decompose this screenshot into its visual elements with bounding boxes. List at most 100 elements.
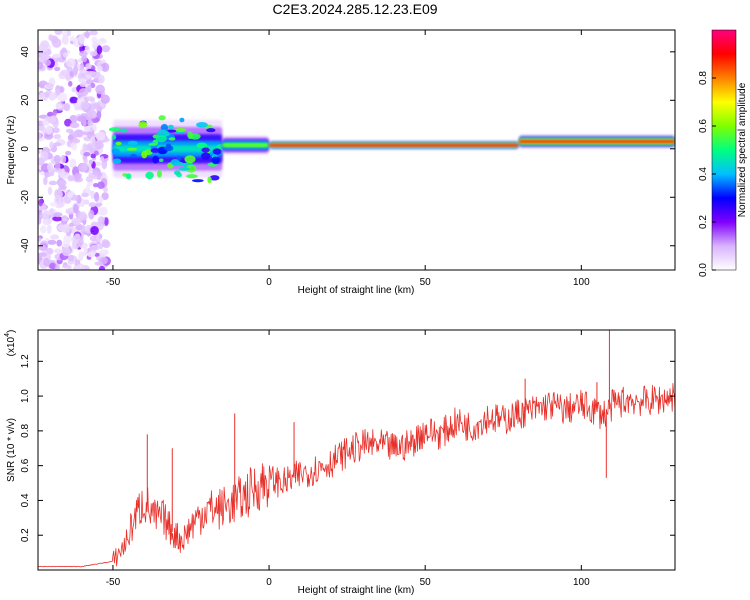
spectral-blob [127, 140, 138, 146]
noise-blob [76, 263, 85, 270]
noise-blob [67, 134, 74, 140]
noise-blob [85, 176, 94, 183]
noise-blob [83, 126, 91, 133]
noise-blob [96, 65, 103, 72]
noise-blob [96, 110, 102, 119]
noise-blob [101, 45, 111, 53]
noise-blob [61, 215, 68, 222]
noise-blob [94, 141, 104, 150]
noise-blob [66, 30, 71, 37]
noise-blob [74, 172, 81, 181]
noise-blob [46, 247, 54, 255]
spectrogram-image [38, 30, 675, 270]
spectrogram-x-axis-label: Height of straight line (km) [298, 285, 415, 296]
noise-blob [43, 219, 48, 226]
noise-blob [77, 74, 83, 79]
y-tick-label: -20 [20, 190, 31, 205]
noise-blob [60, 171, 71, 179]
noise-blob [78, 211, 87, 221]
noise-blob [85, 63, 93, 69]
noise-blob [61, 35, 69, 45]
noise-blob [80, 224, 86, 234]
noise-blob [47, 186, 53, 195]
noise-blob [66, 58, 76, 68]
spectral-blob [145, 171, 154, 180]
snr-multiplier-base: (x10 [6, 336, 17, 356]
noise-blob [54, 162, 61, 171]
spectral-blob [138, 121, 148, 129]
noise-blob [85, 79, 94, 85]
noise-blob [53, 154, 61, 164]
noise-blob [72, 138, 81, 144]
noise-blob [101, 62, 110, 73]
noise-blob [87, 70, 96, 76]
noise-blob [60, 69, 70, 76]
spectral-blob [196, 142, 208, 149]
spectral-blob [111, 148, 120, 155]
colorbar-tick-label: 0.6 [698, 119, 709, 133]
spectral-blob [126, 147, 138, 151]
noise-blob [82, 143, 88, 153]
noise-blob [104, 217, 109, 226]
noise-blob [103, 186, 108, 193]
noise-blob [68, 222, 75, 228]
spectral-blob [206, 128, 216, 133]
noise-blob [89, 110, 98, 119]
noise-blob [61, 246, 71, 257]
noise-blob [87, 251, 96, 258]
spectral-blob [112, 134, 117, 140]
spectral-blob [212, 148, 222, 155]
noise-blob [94, 261, 103, 266]
noise-blob [40, 40, 50, 49]
noise-blob [101, 240, 111, 249]
noise-blob [88, 159, 94, 165]
noise-blob [62, 52, 69, 58]
noise-blob [66, 193, 74, 199]
noise-blob [83, 157, 88, 165]
noise-blob [49, 202, 58, 207]
snr-x-axis-label: Height of straight line (km) [298, 585, 415, 596]
noise-blob [42, 210, 50, 220]
noise-blob [68, 80, 73, 87]
noise-blob [43, 176, 48, 186]
noise-blob [64, 118, 72, 127]
noise-blob [57, 95, 66, 101]
noise-blob [49, 262, 56, 269]
noise-blob [68, 254, 75, 262]
noise-blob [90, 244, 100, 251]
noise-blob [38, 92, 46, 101]
noise-blob [63, 103, 71, 112]
noise-blob [44, 59, 52, 67]
y-tick-label: 1.0 [20, 389, 31, 403]
noise-blob [56, 239, 63, 247]
noise-blob [40, 150, 49, 160]
snr-multiplier-close: ) [6, 330, 17, 333]
noise-blob [99, 206, 108, 216]
noise-blob [53, 248, 63, 254]
noise-blob [47, 116, 56, 124]
noise-blob [80, 101, 90, 110]
noise-blob [98, 265, 105, 270]
snr-multiplier-exponent: 4 [4, 333, 11, 337]
noise-blob [97, 37, 107, 45]
noise-blob [53, 133, 62, 140]
noise-blob [38, 61, 44, 70]
noise-blob [72, 65, 79, 76]
spectral-blob [207, 176, 212, 184]
noise-blob [68, 175, 75, 180]
noise-blob [83, 246, 88, 256]
noise-blob [102, 138, 110, 143]
spectral-blob [160, 124, 169, 131]
svg-text:(x104): (x104) [4, 330, 17, 357]
noise-blob [74, 129, 84, 138]
noise-blob [85, 184, 91, 193]
colorbar-tick-label: 0.2 [698, 215, 709, 229]
spectral-blob [176, 155, 182, 161]
spectral-blob [158, 115, 166, 121]
colorbar-ticks: 0.0 0.2 0.4 0.6 0.8 [698, 71, 716, 277]
spectral-blob [178, 167, 191, 171]
spectral-blob [152, 155, 159, 164]
noise-blob [90, 82, 96, 89]
noise-blob [84, 224, 93, 234]
spectral-blob [150, 148, 160, 153]
